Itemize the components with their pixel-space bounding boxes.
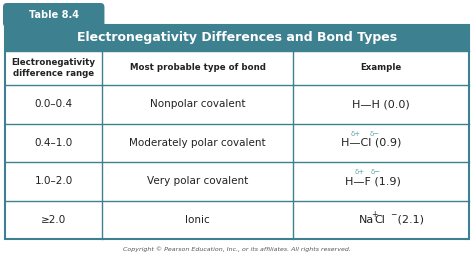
Text: H—F (1.9): H—F (1.9)	[345, 176, 401, 186]
Text: Example: Example	[360, 63, 401, 72]
Bar	[5, 200, 469, 239]
Text: Na: Na	[359, 215, 374, 225]
Text: H—Cl (0.9): H—Cl (0.9)	[341, 138, 401, 148]
Bar	[5, 85, 469, 123]
Bar	[5, 51, 469, 85]
Text: Cl: Cl	[375, 215, 386, 225]
Bar	[5, 20, 102, 25]
Text: ≥2.0: ≥2.0	[41, 215, 66, 225]
Text: 0.0–0.4: 0.0–0.4	[35, 99, 73, 109]
Bar	[5, 123, 469, 162]
Text: Nonpolar covalent: Nonpolar covalent	[150, 99, 246, 109]
Text: Electronegativity
difference range: Electronegativity difference range	[12, 58, 96, 78]
Text: Ionic: Ionic	[185, 215, 210, 225]
Text: −: −	[390, 210, 396, 219]
Text: (2.1): (2.1)	[394, 215, 424, 225]
Bar	[5, 25, 469, 51]
Text: Most probable type of bond: Most probable type of bond	[129, 63, 265, 72]
Text: δ−: δ−	[371, 169, 381, 175]
Text: Electronegativity Differences and Bond Types: Electronegativity Differences and Bond T…	[77, 31, 397, 45]
Bar	[5, 25, 469, 239]
Bar	[5, 162, 469, 200]
Text: +: +	[371, 210, 377, 219]
Text: δ+: δ+	[351, 131, 361, 137]
Text: Very polar covalent: Very polar covalent	[147, 176, 248, 186]
Text: Table 8.4: Table 8.4	[29, 10, 79, 20]
Text: Moderately polar covalent: Moderately polar covalent	[129, 138, 266, 148]
Text: 1.0–2.0: 1.0–2.0	[35, 176, 73, 186]
Text: H—H (0.0): H—H (0.0)	[352, 99, 410, 109]
FancyBboxPatch shape	[3, 3, 104, 27]
Text: δ+: δ+	[355, 169, 365, 175]
Text: 0.4–1.0: 0.4–1.0	[35, 138, 73, 148]
Text: Copyright © Pearson Education, Inc., or its affiliates. All rights reserved.: Copyright © Pearson Education, Inc., or …	[123, 246, 351, 252]
Text: δ−: δ−	[370, 131, 380, 137]
